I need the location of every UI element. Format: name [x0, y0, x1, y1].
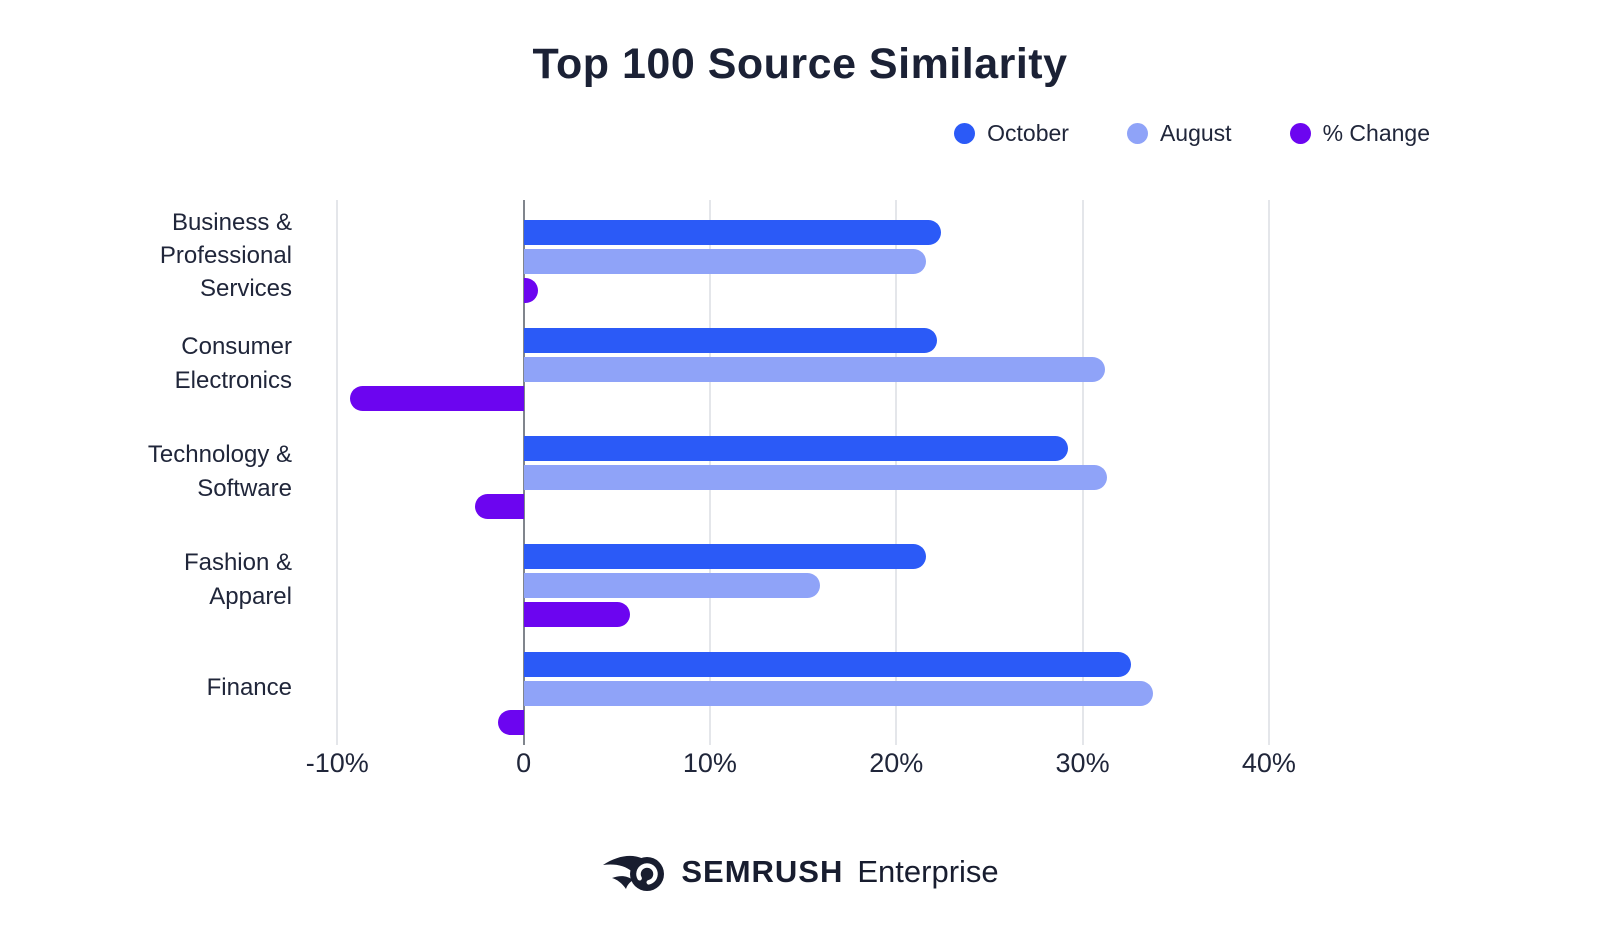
footer-logo: SEMRUSH Enterprise	[0, 850, 1600, 894]
bar-august	[523, 681, 1154, 706]
legend-item-august: August	[1126, 120, 1232, 147]
category-labels: Business & Professional Services Consumer…	[40, 200, 292, 760]
category-label: Finance	[206, 673, 292, 701]
legend-label-pct-change: % Change	[1322, 120, 1430, 146]
legend-dot-pct-change	[1289, 123, 1311, 144]
x-tick-label: 10%	[682, 748, 737, 778]
brand-suffix: Enterprise	[857, 854, 999, 889]
bar-august	[523, 465, 1107, 490]
bar-october	[523, 436, 1068, 461]
x-tick-label: 0	[516, 748, 532, 778]
legend-item-pct-change: % Change	[1289, 120, 1430, 147]
legend: October August % Change	[954, 120, 1430, 147]
bar-october	[523, 652, 1131, 677]
bar-october	[523, 544, 927, 569]
chart-title: Top 100 Source Similarity	[532, 40, 1068, 88]
bar-change	[497, 710, 524, 735]
x-tick-label: 20%	[869, 748, 924, 778]
legend-label-october: October	[987, 120, 1069, 146]
gridline	[336, 200, 339, 745]
gridline	[1267, 200, 1270, 745]
bar-change	[475, 494, 524, 519]
bar-change	[350, 386, 524, 411]
bar-change	[523, 278, 539, 303]
x-axis: -10% 0 10% 20% 30% 40%	[300, 748, 1390, 784]
bar-august	[523, 357, 1105, 382]
bar-august	[523, 249, 927, 274]
category-label: Consumer Electronics	[174, 333, 292, 394]
category-label: Technology & Software	[147, 441, 292, 502]
brand-name: SEMRUSH	[681, 854, 844, 889]
plot-area	[300, 200, 1390, 745]
semrush-logo-icon	[603, 855, 665, 891]
bar-august	[523, 573, 820, 598]
category-label: Business & Professional Services	[159, 208, 292, 303]
category-label: Fashion & Apparel	[183, 549, 292, 610]
legend-dot-august	[1126, 123, 1148, 144]
bar-october	[523, 220, 941, 245]
legend-dot-october	[954, 123, 976, 144]
x-tick-label: 30%	[1055, 748, 1110, 778]
bar-october	[523, 328, 938, 353]
legend-label-august: August	[1159, 120, 1232, 146]
x-tick-label: -10%	[305, 748, 369, 778]
x-tick-label: 40%	[1241, 748, 1296, 778]
bar-change	[523, 602, 630, 627]
legend-item-october: October	[954, 120, 1069, 147]
